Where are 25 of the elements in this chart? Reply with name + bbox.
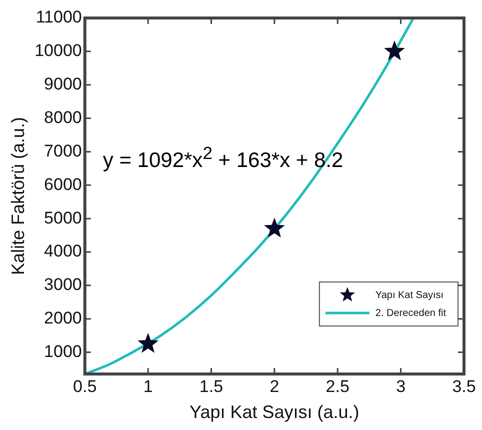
point	[384, 40, 405, 60]
x-tick-label: 2.5	[326, 376, 350, 396]
x-tick-label: 1	[143, 376, 153, 396]
y-tick-label: 5000	[44, 208, 82, 228]
y-tick-label: 2000	[44, 308, 82, 328]
y-tick-label: 3000	[44, 275, 82, 294]
y-tick-label: 8000	[44, 108, 82, 127]
y-tick-label: 4000	[44, 242, 82, 261]
y-axis-title: Kalite Faktörü (a.u.)	[8, 116, 28, 276]
legend-label: Yapı Kat Sayısı	[375, 290, 444, 301]
x-tick-label: 1.5	[199, 376, 224, 396]
y-tick-label: 1000	[44, 342, 82, 361]
x-tick-label: 0.5	[73, 376, 97, 396]
legend-label: 2. Dereceden fit	[375, 308, 446, 319]
x-tick-label: 3.5	[452, 376, 476, 396]
point	[138, 332, 159, 353]
x-axis-title: Yapı Kat Sayısı (a.u.)	[190, 402, 360, 422]
x-tick-label: 3	[396, 376, 406, 396]
y-tick-label: 9000	[44, 74, 82, 94]
y-tick-label: 6000	[44, 174, 82, 194]
y-tick-label: 7000	[44, 141, 82, 160]
x-tick-label: 2	[270, 376, 280, 396]
y-tick-label: 10000	[34, 41, 82, 60]
point	[264, 218, 285, 238]
y-tick-label: 11000	[36, 8, 82, 27]
